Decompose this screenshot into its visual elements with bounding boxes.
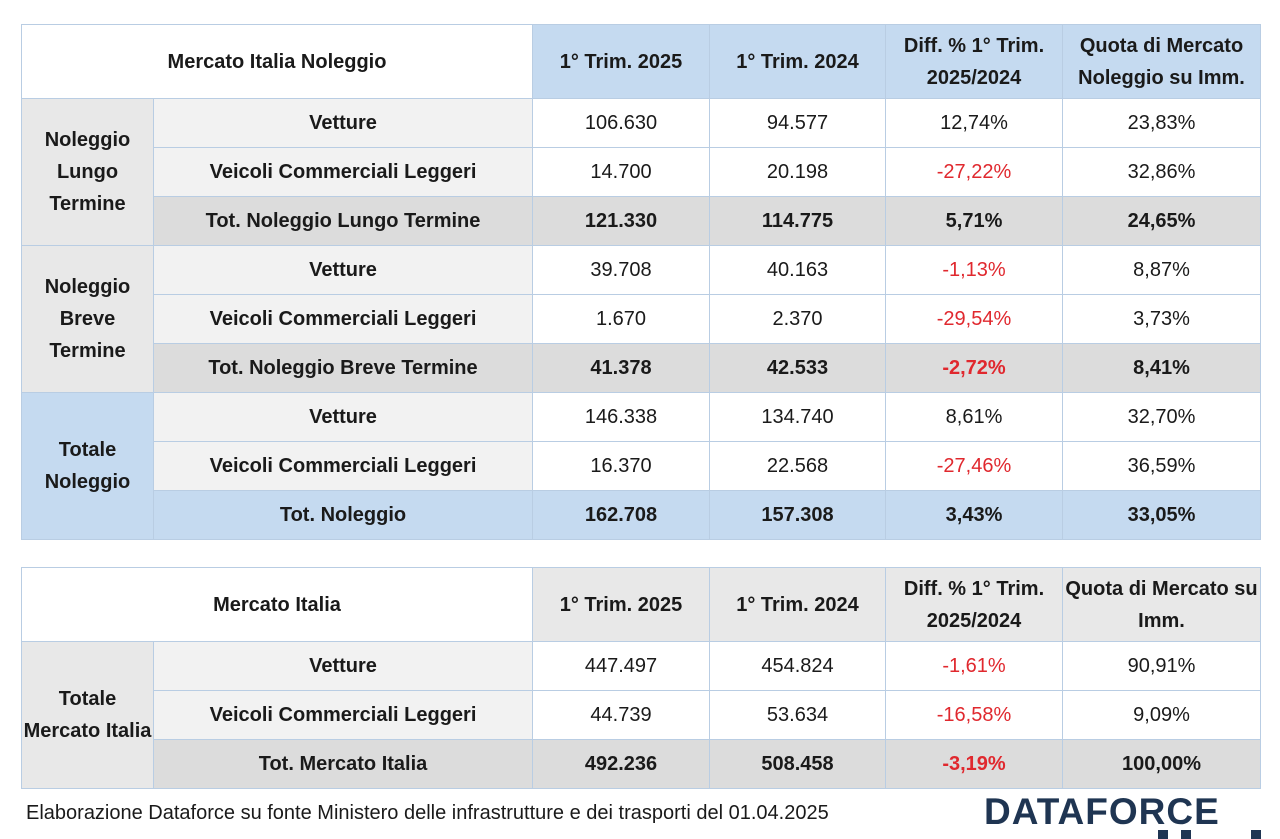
market-share: 32,86% (1062, 147, 1261, 197)
value-2025: 41.378 (532, 343, 710, 393)
table-title: Mercato Italia (21, 567, 533, 642)
value-2024: 22.568 (709, 441, 886, 491)
column-header-diff: Diff. % 1° Trim. 2025/2024 (885, 567, 1063, 642)
value-2025: 162.708 (532, 490, 710, 540)
value-2025: 16.370 (532, 441, 710, 491)
diff-percent: 12,74% (885, 98, 1063, 148)
value-2025: 447.497 (532, 641, 710, 691)
diff-percent: -3,19% (885, 739, 1063, 789)
value-2024: 2.370 (709, 294, 886, 344)
row-label: Veicoli Commerciali Leggeri (153, 294, 533, 344)
market-share: 33,05% (1062, 490, 1261, 540)
logo-dot (1251, 830, 1261, 839)
dataforce-logo: DATAFORCE (984, 791, 1261, 839)
logo-dot (1158, 830, 1168, 839)
table-title: Mercato Italia Noleggio (21, 24, 533, 99)
total-row: Tot. Mercato Italia 492.236 508.458 -3,1… (22, 739, 1261, 789)
market-share: 100,00% (1062, 739, 1261, 789)
value-2024: 94.577 (709, 98, 886, 148)
diff-percent: -27,46% (885, 441, 1063, 491)
market-share: 23,83% (1062, 98, 1261, 148)
total-row: Tot. Noleggio Lungo Termine 121.330 114.… (22, 196, 1261, 246)
market-share: 90,91% (1062, 641, 1261, 691)
value-2025: 121.330 (532, 196, 710, 246)
value-2025: 44.739 (532, 690, 710, 740)
column-header-2025: 1° Trim. 2025 (532, 567, 710, 642)
diff-percent: -29,54% (885, 294, 1063, 344)
row-label: Tot. Noleggio Breve Termine (153, 343, 533, 393)
diff-percent: -1,61% (885, 641, 1063, 691)
value-2024: 508.458 (709, 739, 886, 789)
diff-percent: -2,72% (885, 343, 1063, 393)
row-label: Vetture (153, 641, 533, 691)
row-label: Tot. Mercato Italia (153, 739, 533, 789)
value-2025: 1.670 (532, 294, 710, 344)
market-share: 8,87% (1062, 245, 1261, 295)
diff-percent: 3,43% (885, 490, 1063, 540)
total-row: Tot. Noleggio 162.708 157.308 3,43% 33,0… (22, 490, 1261, 540)
column-header-diff: Diff. % 1° Trim. 2025/2024 (885, 24, 1063, 99)
diff-percent: -16,58% (885, 690, 1063, 740)
table-row: Veicoli Commerciali Leggeri 44.739 53.63… (22, 690, 1261, 740)
value-2024: 454.824 (709, 641, 886, 691)
table-row: Totale Mercato Italia Vetture 447.497 45… (21, 641, 1261, 789)
value-2024: 20.198 (709, 147, 886, 197)
total-row: Tot. Noleggio Breve Termine 41.378 42.53… (22, 343, 1261, 393)
row-label: Vetture (153, 392, 533, 442)
market-share: 3,73% (1062, 294, 1261, 344)
table-row: Totale Noleggio Vetture 146.338 134.740 … (21, 392, 1261, 540)
row-label: Tot. Noleggio (153, 490, 533, 540)
table-row: Veicoli Commerciali Leggeri 1.670 2.370 … (22, 294, 1261, 344)
row-label: Vetture (153, 98, 533, 148)
diff-percent: 8,61% (885, 392, 1063, 442)
market-share: 9,09% (1062, 690, 1261, 740)
value-2025: 14.700 (532, 147, 710, 197)
diff-percent: -27,22% (885, 147, 1063, 197)
logo-text: DATAFORCE (984, 791, 1220, 832)
row-label: Veicoli Commerciali Leggeri (153, 690, 533, 740)
value-2024: 134.740 (709, 392, 886, 442)
market-share: 8,41% (1062, 343, 1261, 393)
row-label: Vetture (153, 245, 533, 295)
diff-percent: -1,13% (885, 245, 1063, 295)
market-share: 36,59% (1062, 441, 1261, 491)
column-header-quota: Quota di Mercato su Imm. (1062, 567, 1261, 642)
table-row: Veicoli Commerciali Leggeri 14.700 20.19… (22, 147, 1261, 197)
diff-percent: 5,71% (885, 196, 1063, 246)
table-row: Noleggio Breve Termine Vetture 39.708 40… (21, 245, 1261, 393)
source-note: Elaborazione Dataforce su fonte Minister… (26, 802, 829, 824)
value-2024: 114.775 (709, 196, 886, 246)
column-header-quota: Quota di Mercato Noleggio su Imm. (1062, 24, 1261, 99)
row-label: Veicoli Commerciali Leggeri (153, 147, 533, 197)
row-label: Veicoli Commerciali Leggeri (153, 441, 533, 491)
logo-dot (1181, 830, 1191, 839)
value-2024: 53.634 (709, 690, 886, 740)
group-label: Totale Mercato Italia (21, 641, 154, 789)
value-2025: 146.338 (532, 392, 710, 442)
table-header: Mercato Italia 1° Trim. 2025 1° Trim. 20… (21, 567, 1261, 642)
group-label: Noleggio Lungo Termine (21, 98, 154, 246)
market-share: 24,65% (1062, 196, 1261, 246)
value-2025: 106.630 (532, 98, 710, 148)
rental-market-table: Mercato Italia Noleggio 1° Trim. 2025 1°… (21, 24, 1261, 540)
value-2025: 492.236 (532, 739, 710, 789)
row-label: Tot. Noleggio Lungo Termine (153, 196, 533, 246)
italy-market-table: Mercato Italia 1° Trim. 2025 1° Trim. 20… (21, 567, 1261, 789)
value-2024: 157.308 (709, 490, 886, 540)
table-row: Veicoli Commerciali Leggeri 16.370 22.56… (22, 441, 1261, 491)
column-header-2025: 1° Trim. 2025 (532, 24, 710, 99)
value-2025: 39.708 (532, 245, 710, 295)
column-header-2024: 1° Trim. 2024 (709, 567, 886, 642)
value-2024: 42.533 (709, 343, 886, 393)
value-2024: 40.163 (709, 245, 886, 295)
column-header-2024: 1° Trim. 2024 (709, 24, 886, 99)
table-header: Mercato Italia Noleggio 1° Trim. 2025 1°… (21, 24, 1261, 99)
group-label: Totale Noleggio (21, 392, 154, 540)
table-row: Noleggio Lungo Termine Vetture 106.630 9… (21, 98, 1261, 246)
group-label: Noleggio Breve Termine (21, 245, 154, 393)
market-share: 32,70% (1062, 392, 1261, 442)
